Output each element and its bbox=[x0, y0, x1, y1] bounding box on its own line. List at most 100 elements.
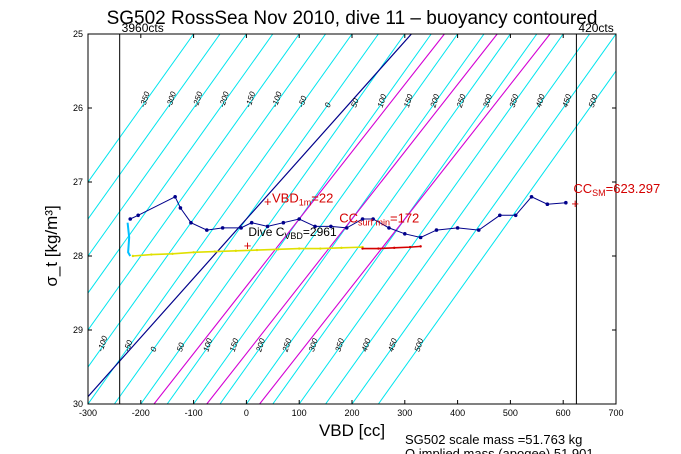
contour-label-top: 500 bbox=[587, 93, 600, 109]
vbd-1m-marker: + bbox=[264, 194, 272, 209]
y-tick-label: 25 bbox=[73, 29, 83, 39]
contour-label-top: 250 bbox=[455, 93, 468, 110]
series-point bbox=[214, 250, 216, 252]
contour-label-top: -200 bbox=[217, 90, 231, 109]
series-point bbox=[132, 255, 134, 257]
series-point bbox=[136, 214, 140, 218]
series-point bbox=[530, 195, 534, 199]
cc-sm-marker: + bbox=[571, 196, 579, 211]
contour-label-top: -350 bbox=[138, 90, 152, 109]
series-point bbox=[498, 214, 502, 218]
series-point bbox=[298, 247, 300, 249]
x-tick-label: 300 bbox=[397, 408, 412, 418]
series-point bbox=[435, 228, 439, 232]
contour-label-top: 350 bbox=[508, 93, 521, 109]
y-axis-label: σ_t [kg/m³] bbox=[42, 205, 61, 286]
chart-title: SG502 RossSea Nov 2010, dive 11 – buoyan… bbox=[107, 8, 598, 29]
series-point bbox=[205, 228, 209, 232]
x-tick-label: 700 bbox=[608, 408, 623, 418]
cc-sm-label: CCSM=623.297 bbox=[573, 181, 660, 198]
series-point bbox=[192, 251, 194, 253]
series-point bbox=[189, 221, 193, 225]
series-point bbox=[377, 247, 379, 249]
footer-scale-mass: SG502 scale mass =51.763 kg bbox=[405, 432, 582, 447]
x-tick-label: -100 bbox=[185, 408, 203, 418]
annotations: + VBD1m=22CCsurf min=172Dive CVBD=2961++C… bbox=[244, 181, 660, 253]
x-tick-label: 100 bbox=[292, 408, 307, 418]
contour-label-top: -300 bbox=[165, 90, 179, 109]
contour-label-top: 0 bbox=[323, 101, 333, 109]
series-point bbox=[256, 249, 258, 251]
reference-line-label: 3960cts bbox=[122, 21, 164, 35]
series-point bbox=[456, 226, 460, 230]
x-tick-label: -300 bbox=[79, 408, 97, 418]
series-point bbox=[340, 247, 342, 249]
y-tick-label: 26 bbox=[73, 103, 83, 113]
contour-label-top: -250 bbox=[191, 90, 205, 109]
series-point bbox=[345, 226, 349, 230]
series-point bbox=[250, 221, 254, 225]
series-point bbox=[361, 247, 363, 249]
series-point bbox=[393, 247, 395, 249]
contour-label-bottom: 100 bbox=[202, 337, 215, 353]
series-point bbox=[179, 206, 183, 210]
series-point bbox=[282, 221, 286, 225]
contour-label-top: -100 bbox=[270, 90, 284, 109]
x-axis-label: VBD [cc] bbox=[319, 421, 385, 440]
series-point bbox=[239, 226, 243, 230]
x-tick-label: 400 bbox=[450, 408, 465, 418]
cc-surf-min-label: CCsurf min=172 bbox=[339, 211, 419, 228]
contour-label-bottom: 300 bbox=[307, 337, 320, 353]
x-tick-label: 200 bbox=[344, 408, 359, 418]
vbd-1m-label: VBD1m=22 bbox=[272, 191, 333, 208]
contour-label-top: 300 bbox=[481, 93, 494, 109]
x-tick-label: 500 bbox=[503, 408, 518, 418]
x-tick-label: -200 bbox=[132, 408, 150, 418]
contour-label-bottom: 350 bbox=[334, 337, 347, 353]
series-descent bbox=[128, 223, 131, 256]
series-point bbox=[477, 228, 481, 232]
contour-label-bottom: 0 bbox=[149, 345, 159, 353]
series-point bbox=[419, 236, 423, 240]
contour-label-bottom: 200 bbox=[254, 337, 267, 354]
series-point bbox=[173, 195, 177, 199]
reference-line-label: 420cts bbox=[578, 21, 613, 35]
series-point bbox=[403, 232, 407, 236]
series-point bbox=[221, 226, 225, 230]
series-point bbox=[171, 253, 173, 255]
series-point bbox=[150, 253, 152, 255]
series-point bbox=[409, 246, 411, 248]
series-point bbox=[564, 201, 568, 205]
x-tick-label: 600 bbox=[556, 408, 571, 418]
x-tick-label: 0 bbox=[244, 408, 249, 418]
series-point bbox=[546, 202, 550, 206]
y-tick-label: 30 bbox=[73, 399, 83, 409]
series-line bbox=[363, 246, 421, 248]
contour-label-top: 400 bbox=[534, 93, 547, 109]
contour-label-bottom: 250 bbox=[280, 337, 293, 354]
contour-label-top: -150 bbox=[244, 90, 258, 109]
contour-label-bottom: 500 bbox=[413, 337, 426, 353]
contour-label-bottom: 450 bbox=[386, 337, 399, 353]
footer-implied-mass: Q implied mass (apogee) 51.901 bbox=[405, 446, 594, 454]
series-point bbox=[514, 214, 518, 218]
contour-label-top: 100 bbox=[376, 93, 389, 109]
contour-label-bottom: 400 bbox=[360, 337, 373, 353]
series-point bbox=[277, 248, 279, 250]
contour-label-top: 450 bbox=[561, 93, 574, 109]
y-tick-label: 28 bbox=[73, 251, 83, 261]
series-point bbox=[235, 250, 237, 252]
x-axis-ticks: -300 -200 -100 0 100 200 300 400 500 600 700 bbox=[79, 34, 624, 418]
series-point bbox=[419, 245, 421, 247]
series-point bbox=[297, 217, 301, 221]
series-layer bbox=[128, 195, 568, 257]
contour-label-top: 150 bbox=[402, 93, 415, 109]
series-point bbox=[128, 217, 132, 221]
series-point bbox=[319, 247, 321, 249]
dive-c-marker: + bbox=[244, 238, 252, 253]
contour-label-bottom: -100 bbox=[96, 334, 110, 353]
y-tick-label: 27 bbox=[73, 177, 83, 187]
y-tick-label: 29 bbox=[73, 325, 83, 335]
contour-cyan bbox=[0, 34, 220, 404]
buoyancy-chart: SG502 RossSea Nov 2010, dive 11 – buoyan… bbox=[0, 0, 681, 454]
